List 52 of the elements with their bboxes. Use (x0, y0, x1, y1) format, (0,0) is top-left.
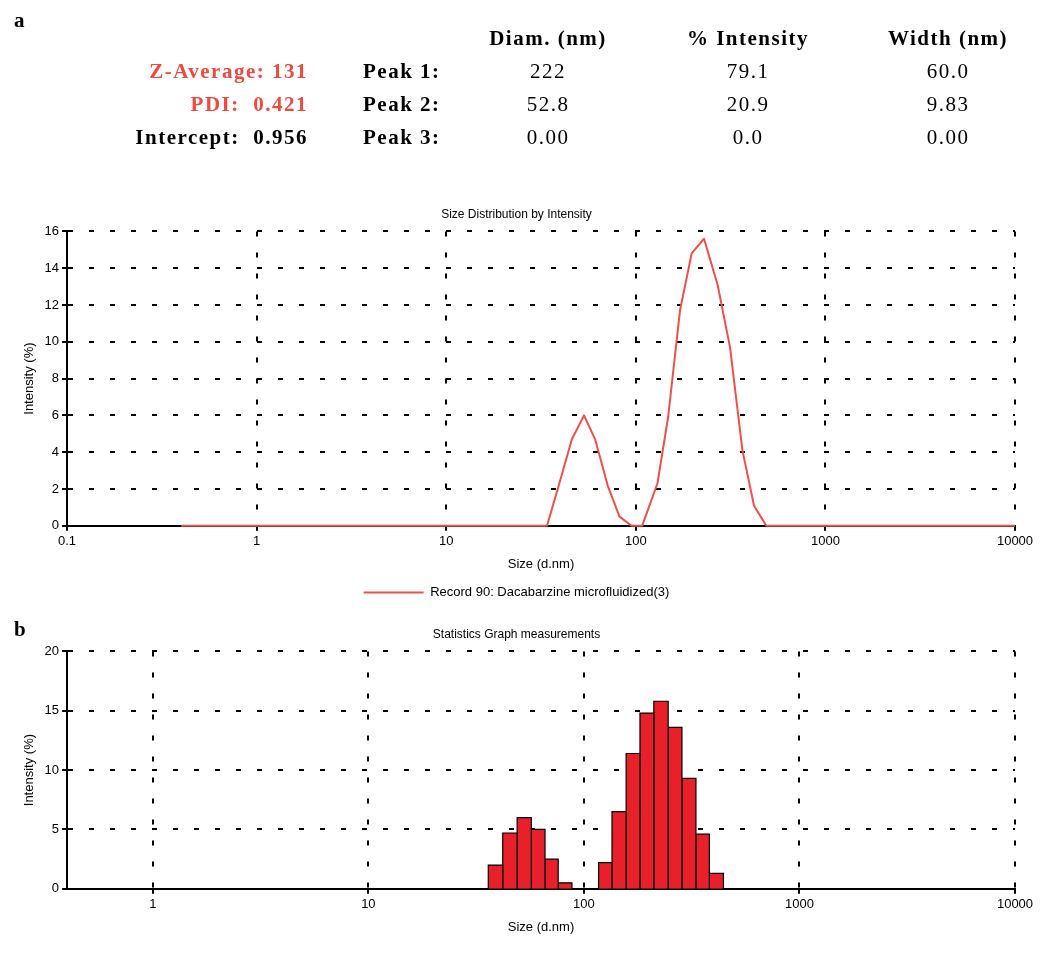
y-axis-title: Intensity (%) (21, 733, 37, 807)
x-tick-label: 1 (253, 533, 261, 549)
y-tick-label: 14 (44, 259, 60, 275)
y-axis-title: Intensity (%) (21, 342, 37, 415)
text: Z-Average: 131 (148, 58, 308, 85)
text: 0.0 (731, 124, 765, 151)
x-tick-label: 10 (361, 896, 376, 912)
y-tick-label: 20 (44, 642, 60, 658)
text: Peak 1: (362, 58, 442, 85)
text: 222 (529, 58, 567, 85)
text: 60.0 (925, 58, 971, 85)
x-axis-title: Size (d.nm) (507, 918, 575, 934)
text: Diam. (nm) (488, 25, 608, 52)
x-tick-label: 0.1 (58, 533, 77, 549)
chart-title: Size Distribution by Intensity (441, 206, 592, 221)
legend-label: Record 90: Dacabarzine microfluidized(3) (430, 584, 670, 600)
y-tick-label: 0 (51, 517, 60, 533)
x-tick-label: 100 (624, 533, 647, 549)
x-tick-label: 1000 (785, 896, 814, 912)
text: b (14, 617, 26, 642)
y-tick-label: 16 (44, 222, 60, 238)
y-tick-label: 2 (51, 480, 60, 496)
text: 0.00 (525, 124, 571, 151)
text: 0.00 (925, 124, 971, 151)
x-tick-label: 100 (573, 896, 595, 912)
y-tick-label: 8 (51, 370, 60, 386)
x-tick-label: 1000 (810, 533, 840, 549)
x-tick-label: 10000 (996, 896, 1034, 912)
x-tick-label: 10 (439, 533, 454, 549)
text: Peak 3: (362, 124, 442, 151)
text: 79.1 (725, 58, 771, 85)
y-tick-label: 10 (44, 761, 60, 777)
text: Peak 2: (362, 91, 442, 118)
chart-title: Statistics Graph measurements (432, 626, 601, 641)
text: % Intensity (685, 25, 811, 52)
y-tick-label: 15 (44, 702, 60, 718)
y-tick-label: 12 (44, 296, 60, 312)
x-tick-label: 1 (149, 896, 157, 912)
text: 20.9 (725, 91, 771, 118)
y-tick-label: 4 (51, 443, 60, 459)
text: Width (nm) (886, 25, 1010, 52)
x-axis-title: Size (d.nm) (507, 555, 575, 571)
x-tick-label: 10000 (996, 533, 1034, 549)
y-tick-label: 10 (44, 333, 60, 349)
y-tick-label: 5 (51, 821, 60, 837)
y-tick-label: 6 (51, 406, 60, 422)
y-tick-label: 0 (51, 880, 60, 896)
text: 52.8 (525, 91, 571, 118)
text: a (14, 8, 25, 33)
text: Intercept: 0.956 (134, 124, 308, 151)
text: 9.83 (925, 91, 971, 118)
text: PDI: 0.421 (189, 91, 308, 118)
